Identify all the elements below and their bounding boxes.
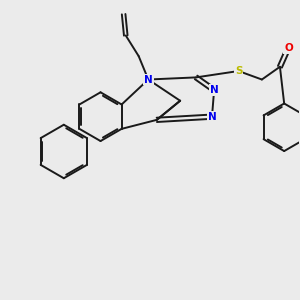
Text: N: N <box>144 74 153 85</box>
Text: O: O <box>284 43 293 53</box>
Text: S: S <box>235 66 242 76</box>
Text: N: N <box>210 85 218 95</box>
Text: N: N <box>208 112 216 122</box>
